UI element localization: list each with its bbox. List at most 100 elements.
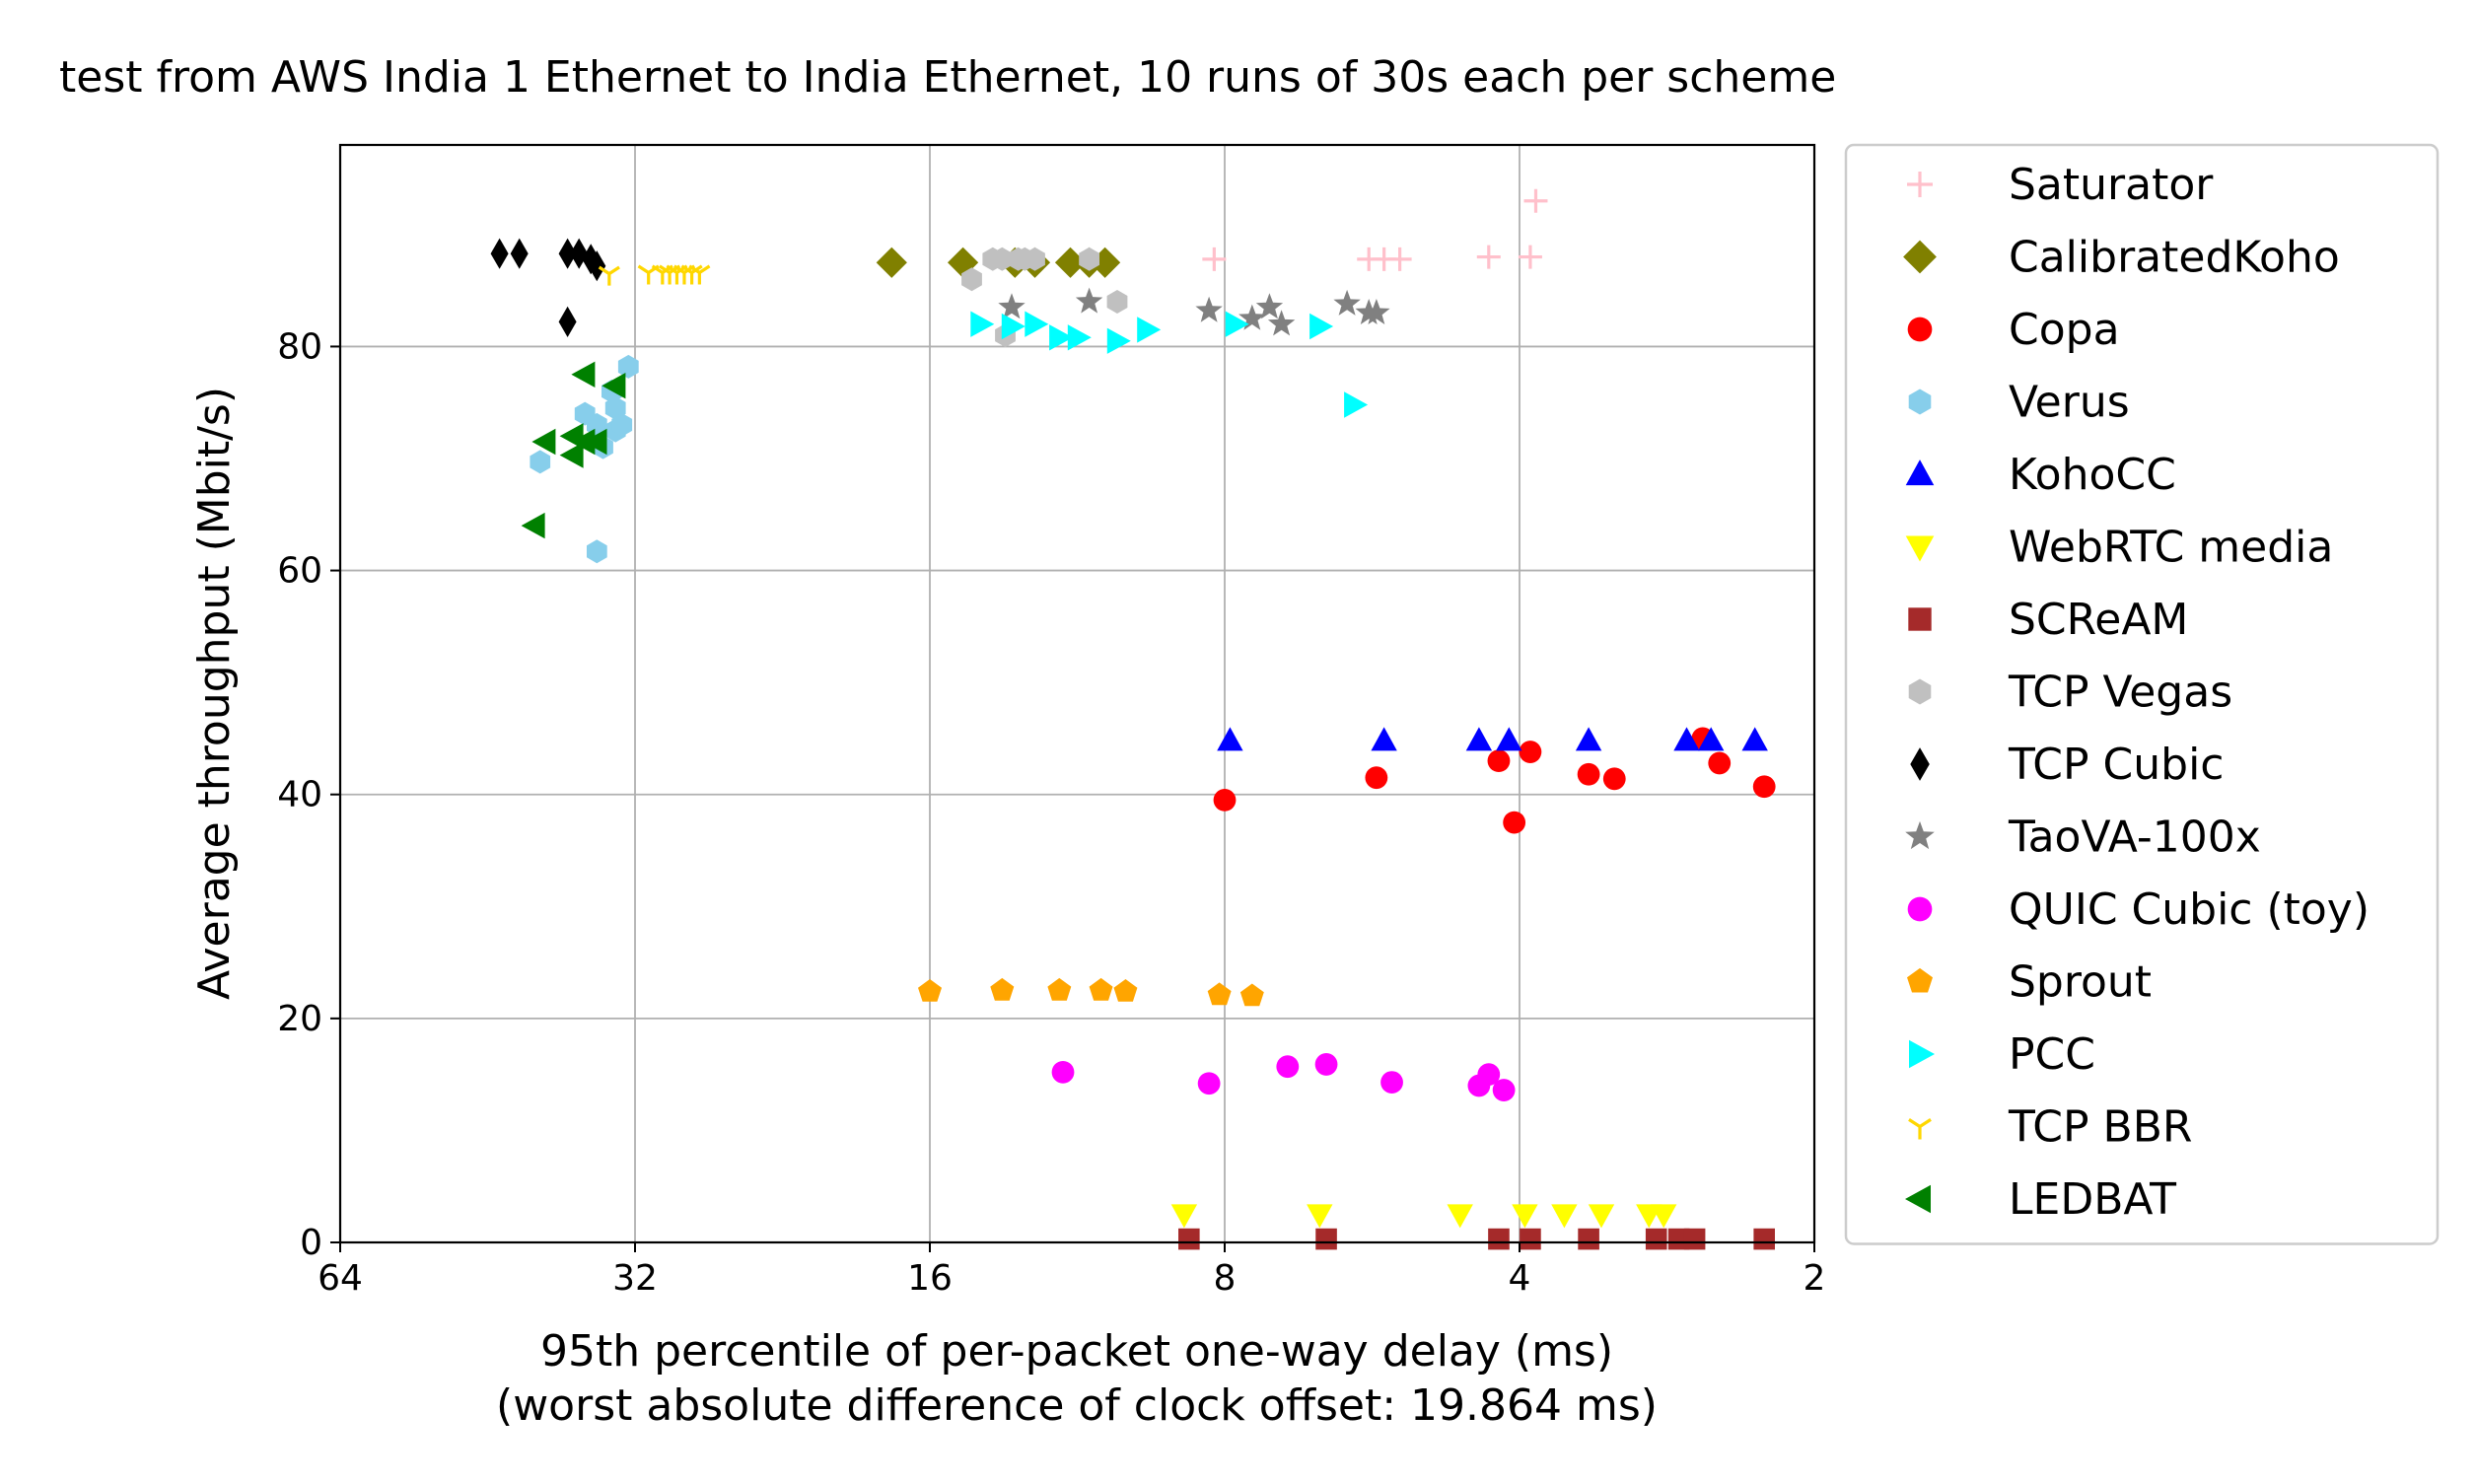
legend-item-ledbat: LEDBAT [1905, 1174, 2176, 1225]
legend-item-tcp-cubic: TCP Cubic [1910, 740, 2225, 790]
point-pcc [1309, 313, 1334, 340]
chart-title: test from AWS India 1 Ethernet to India … [59, 52, 1836, 103]
legend-item-taova-100x: TaoVA-100x [1905, 813, 2261, 863]
legend-label: SCReAM [2009, 595, 2188, 645]
point-kohocc [1673, 727, 1700, 751]
point-tcp-bbr [598, 265, 620, 286]
point-saturator [1523, 188, 1548, 213]
point-pcc [1049, 324, 1074, 351]
point-quic-cubic-toy [1197, 1072, 1221, 1095]
point-sprout [1207, 982, 1232, 1006]
point-sprout [918, 979, 942, 1002]
point-taova-100x [998, 293, 1026, 319]
x-tick-label: 4 [1509, 1258, 1531, 1299]
legend-label: Sprout [2009, 957, 2152, 1008]
point-sprout [1089, 977, 1113, 1001]
point-saturator [1387, 247, 1412, 271]
point-pcc [1106, 327, 1131, 354]
legend-label: Saturator [2009, 160, 2214, 210]
point-scream [1315, 1228, 1337, 1250]
series-layer [490, 188, 1776, 1250]
point-webrtc-media [1170, 1204, 1198, 1229]
point-tcp-vegas [1025, 247, 1045, 271]
series-sprout [918, 977, 1264, 1007]
legend-item-scream: SCReAM [1908, 595, 2188, 645]
legend-marker [1905, 820, 1935, 850]
series-webrtc-media [1170, 1204, 1677, 1229]
point-scream [1488, 1228, 1510, 1250]
point-tcp-cubic [558, 238, 577, 269]
y-tick-label: 20 [277, 999, 322, 1039]
point-quic-cubic-toy [1314, 1053, 1338, 1076]
legend-marker [1905, 459, 1935, 486]
point-tcp-vegas [1106, 290, 1128, 314]
point-pcc [970, 311, 995, 337]
point-scream [1645, 1228, 1667, 1250]
legend-marker [1908, 607, 1932, 631]
point-tcp-cubic [510, 238, 529, 269]
point-scream [1578, 1228, 1599, 1250]
point-taova-100x [1075, 287, 1103, 314]
point-tcp-cubic [588, 250, 606, 282]
point-kohocc [1575, 727, 1602, 751]
point-saturator [1476, 245, 1501, 269]
legend-marker [1910, 747, 1930, 781]
legend-label: KohoCC [2009, 450, 2176, 500]
point-copa [1602, 767, 1626, 791]
legend-label: QUIC Cubic (toy) [2009, 884, 2370, 935]
legend-item-copa: Copa [1907, 305, 2120, 355]
point-pcc [1344, 391, 1369, 418]
legend-label: Verus [2009, 378, 2130, 428]
legend-item-pcc: PCC [1909, 1029, 2095, 1080]
legend-item-kohocc: KohoCC [1905, 450, 2176, 500]
point-tcp-vegas [991, 247, 1013, 271]
point-ledbat [601, 373, 626, 399]
legend-item-verus: Verus [1908, 378, 2130, 428]
point-taova-100x [1195, 296, 1223, 322]
x-tick-label: 8 [1214, 1258, 1237, 1299]
legend-marker [1907, 896, 1933, 922]
y-axis-label: Average throughput (Mbit/s) [189, 387, 240, 1000]
point-webrtc-media [1651, 1204, 1677, 1229]
legend-marker [1908, 389, 1932, 415]
point-pcc [1067, 324, 1092, 351]
point-ledbat [531, 428, 556, 456]
legend-item-webrtc-media: WebRTC media [1905, 523, 2333, 573]
point-kohocc [1741, 727, 1768, 751]
point-quic-cubic-toy [1276, 1055, 1300, 1079]
point-copa [1487, 749, 1511, 773]
point-saturator [1518, 245, 1542, 269]
point-pcc [1001, 313, 1026, 340]
point-tcp-cubic [582, 244, 601, 275]
legend-label: CalibratedKoho [2009, 233, 2340, 283]
y-tick-label: 80 [277, 326, 322, 367]
point-pcc [1025, 311, 1049, 337]
legend-item-quic-cubic-toy: QUIC Cubic (toy) [1907, 884, 2370, 935]
plot-frame [338, 143, 1816, 1244]
series-ledbat [521, 361, 626, 539]
series-taova-100x [998, 287, 1390, 336]
x-axis-label: 95th percentile of per-packet one-way de… [540, 1326, 1613, 1377]
y-tick-label: 0 [300, 1223, 322, 1263]
point-quic-cubic-toy [1380, 1071, 1403, 1094]
legend-item-saturator: Saturator [1907, 160, 2214, 210]
legend-marker [1908, 1118, 1932, 1140]
point-ledbat [559, 442, 584, 468]
legend-label: TCP BBR [2008, 1102, 2192, 1153]
point-taova-100x [1255, 293, 1284, 319]
point-copa [1213, 788, 1237, 812]
legend-label: TCP Cubic [2008, 740, 2225, 790]
point-kohocc [1698, 727, 1725, 751]
point-verus [530, 450, 551, 474]
legend-label: TCP Vegas [2008, 668, 2232, 718]
series-kohocc [1217, 727, 1768, 751]
x-axis-sublabel: (worst absolute difference of clock offs… [496, 1380, 1658, 1431]
x-tick-label: 2 [1804, 1258, 1826, 1299]
series-scream [1178, 1228, 1775, 1250]
point-pcc [1137, 317, 1162, 343]
point-kohocc [1465, 727, 1493, 751]
legend-marker [1905, 535, 1935, 562]
point-copa [1752, 775, 1776, 799]
legend-marker [1907, 317, 1933, 342]
